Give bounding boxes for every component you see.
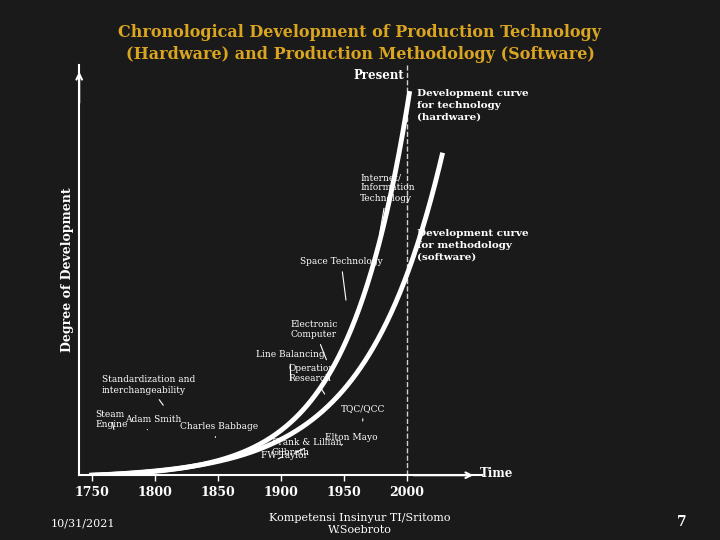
Text: Line Balancing: Line Balancing [256, 349, 324, 380]
Text: Steam
Engine: Steam Engine [96, 410, 128, 429]
Text: (Hardware) and Production Methodology (Software): (Hardware) and Production Methodology (S… [125, 46, 595, 63]
Text: TQC/QCC: TQC/QCC [341, 404, 386, 421]
Text: Time: Time [480, 467, 513, 480]
Text: Elton Mayo: Elton Mayo [325, 433, 377, 446]
Y-axis label: Degree of Development: Degree of Development [60, 188, 73, 352]
Text: Standardization and
interchangeability: Standardization and interchangeability [102, 375, 195, 405]
Text: Chronological Development of Production Technology: Chronological Development of Production … [119, 24, 601, 41]
Text: Frank & Lillian
Gilbreth: Frank & Lillian Gilbreth [272, 437, 341, 457]
Text: FW Taylor: FW Taylor [261, 451, 307, 461]
Text: 7: 7 [677, 516, 686, 530]
Text: Space Technology: Space Technology [300, 257, 382, 300]
Text: Development curve
for technology
(hardware): Development curve for technology (hardwa… [417, 90, 528, 122]
Text: W.Soebroto: W.Soebroto [328, 524, 392, 535]
Text: Kompetensi Insinyur TI/Sritomo: Kompetensi Insinyur TI/Sritomo [269, 512, 451, 523]
Text: Internet/
Information
Technology: Internet/ Information Technology [360, 173, 415, 234]
Text: 10/31/2021: 10/31/2021 [50, 518, 115, 529]
Text: Development curve
for methodology
(software): Development curve for methodology (softw… [417, 229, 528, 261]
Text: Electronic
Computer: Electronic Computer [291, 320, 338, 360]
Text: Operation
Research: Operation Research [289, 364, 335, 394]
Text: Present: Present [354, 69, 405, 82]
Text: Adam Smith: Adam Smith [125, 415, 181, 430]
Text: Charles Babbage: Charles Babbage [180, 422, 258, 437]
